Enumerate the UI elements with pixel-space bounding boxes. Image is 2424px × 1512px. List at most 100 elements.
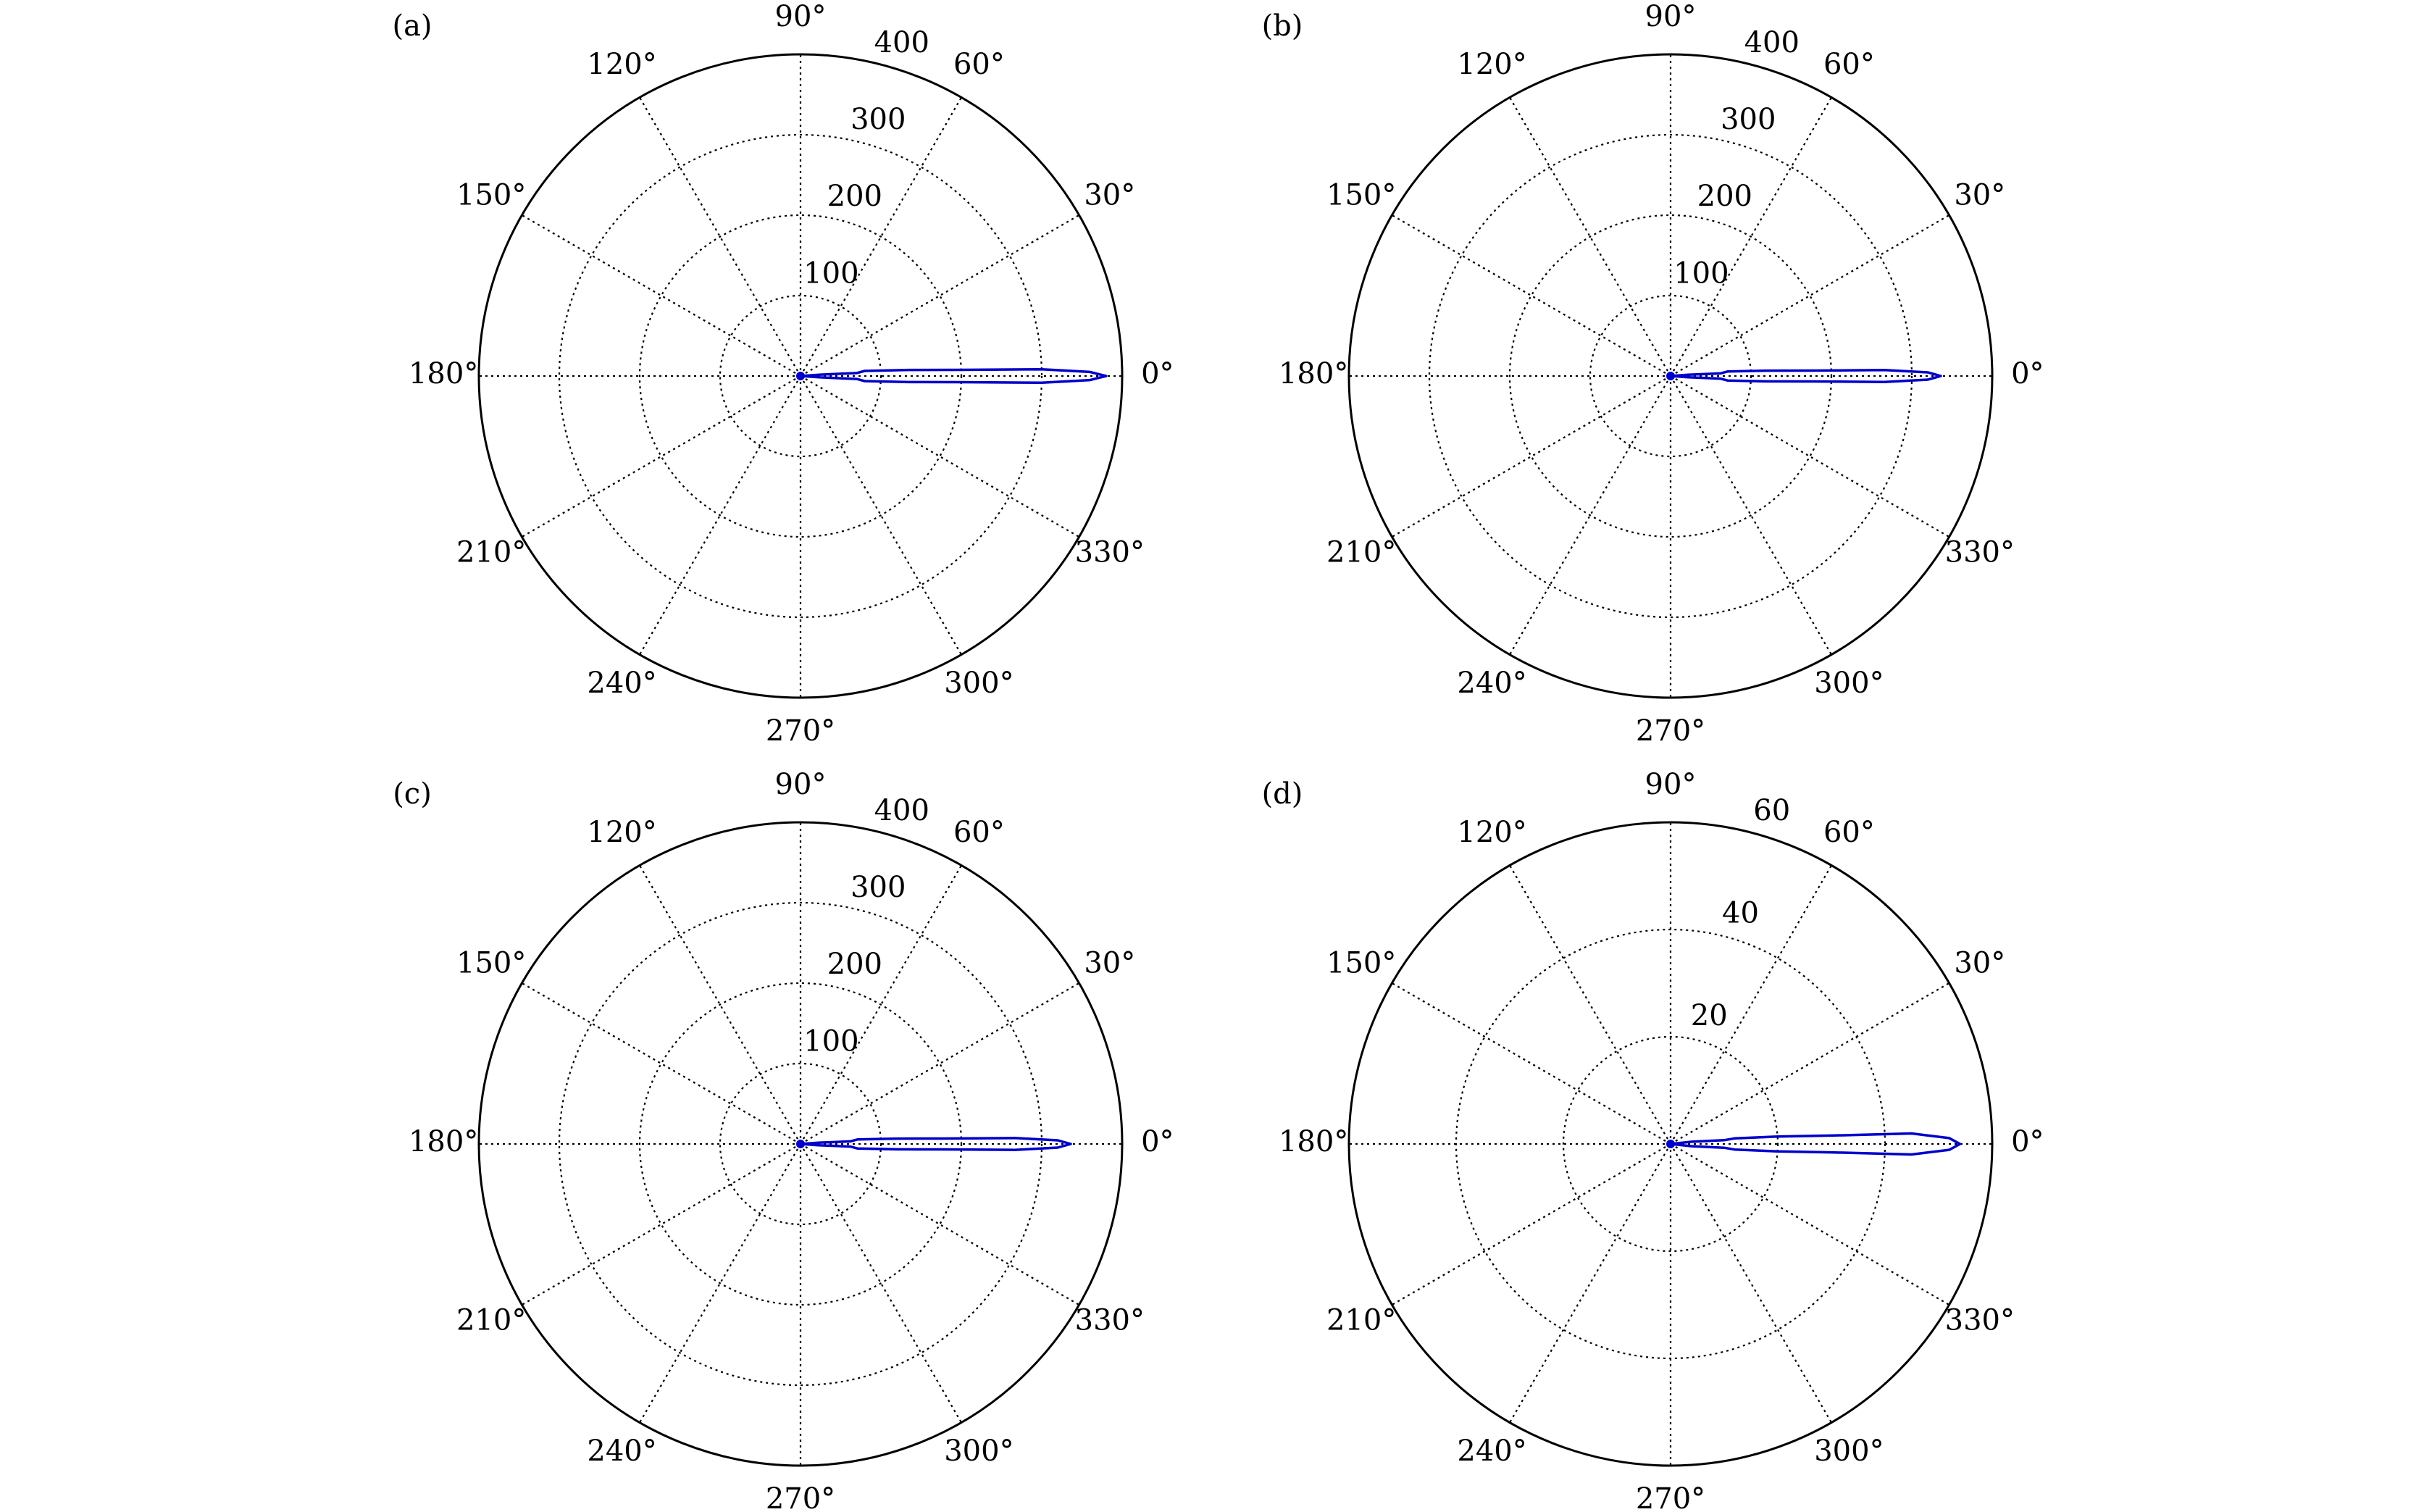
radial-grid-line	[558, 901, 1043, 1387]
radial-tick-label: 400	[874, 794, 929, 827]
angle-tick-label: 330°	[1075, 1303, 1145, 1337]
angle-tick-label: 120°	[587, 816, 656, 849]
outer-circle	[477, 53, 1124, 699]
center-dot	[1666, 1140, 1675, 1148]
radial-tick-label: 200	[827, 180, 882, 213]
angle-grid-line	[521, 375, 801, 538]
angle-tick-label: 270°	[1636, 1482, 1705, 1512]
angle-tick-label: 300°	[1814, 667, 1884, 700]
outer-circle	[1347, 53, 1994, 699]
radial-tick-label: 300	[851, 871, 906, 904]
angle-tick-label: 180°	[409, 357, 478, 390]
angle-tick-label: 180°	[409, 1125, 478, 1158]
radial-tick-label: 60	[1753, 794, 1790, 827]
angle-tick-label: 90°	[1645, 0, 1697, 33]
angle-tick-label: 240°	[1457, 667, 1526, 700]
angle-grid-line	[1670, 214, 1950, 377]
angle-tick-label: 300°	[1814, 1434, 1884, 1468]
angle-grid-line	[800, 982, 1080, 1145]
angle-tick-label: 120°	[1457, 48, 1526, 81]
radial-grid-line	[1428, 133, 1913, 619]
radial-grid-line	[1562, 1035, 1779, 1253]
angle-grid-line	[521, 982, 801, 1145]
angle-tick-label: 180°	[1279, 1125, 1348, 1158]
angle-grid-line	[639, 864, 801, 1145]
angle-tick-label: 90°	[775, 0, 827, 33]
angle-tick-label: 30°	[1954, 179, 2005, 212]
center-dot	[796, 372, 805, 380]
angle-grid-line	[1670, 375, 1832, 656]
data-line	[800, 1137, 1072, 1151]
angle-grid-line	[1670, 864, 1832, 1145]
angle-tick-label: 90°	[1645, 768, 1697, 801]
angle-tick-label: 60°	[953, 816, 1005, 849]
angle-grid-line	[639, 375, 801, 656]
angle-grid-line	[639, 96, 801, 377]
radial-tick-label: 400	[874, 26, 929, 59]
angle-tick-label: 240°	[587, 667, 656, 700]
angle-tick-label: 210°	[456, 1303, 526, 1337]
radial-grid-line	[719, 294, 882, 458]
radial-tick-label: 100	[803, 1024, 858, 1058]
angle-tick-label: 120°	[1457, 816, 1526, 849]
angle-grid-line	[1670, 375, 1950, 538]
angle-tick-label: 60°	[1823, 48, 1875, 81]
radial-tick-label: 200	[1697, 180, 1752, 213]
angle-tick-label: 210°	[1326, 535, 1396, 569]
angle-tick-label: 150°	[456, 947, 526, 980]
angle-grid-line	[521, 214, 801, 377]
angle-grid-line	[800, 864, 962, 1145]
radial-tick-label: 300	[851, 103, 906, 136]
outer-circle	[1347, 821, 1994, 1467]
data-line	[1670, 369, 1942, 383]
angle-tick-label: 150°	[1326, 947, 1396, 980]
angle-tick-label: 30°	[1084, 179, 1135, 212]
radial-tick-label: 40	[1722, 896, 1759, 930]
radial-grid-line	[558, 133, 1043, 619]
radial-tick-label: 400	[1744, 26, 1800, 59]
angle-tick-label: 60°	[1823, 816, 1875, 849]
angle-grid-line	[1391, 1143, 1671, 1306]
angle-tick-label: 300°	[944, 667, 1014, 700]
angle-tick-label: 210°	[456, 535, 526, 569]
angle-tick-label: 330°	[1945, 1303, 2015, 1337]
angle-tick-label: 0°	[2011, 357, 2044, 390]
radial-tick-label: 200	[827, 948, 882, 981]
angle-tick-label: 240°	[587, 1434, 656, 1468]
angle-grid-line	[1670, 1143, 1950, 1306]
angle-grid-line	[1670, 982, 1950, 1145]
angle-tick-label: 30°	[1084, 947, 1135, 980]
angle-tick-label: 0°	[1141, 357, 1174, 390]
radial-tick-label: 100	[1673, 256, 1729, 290]
angle-tick-label: 60°	[953, 48, 1005, 81]
radial-grid-line	[638, 982, 963, 1306]
angle-grid-line	[521, 1143, 801, 1306]
angle-grid-line	[1509, 864, 1671, 1145]
radial-tick-label: 20	[1691, 999, 1728, 1032]
angle-tick-label: 300°	[944, 1434, 1014, 1468]
angle-grid-line	[1391, 982, 1671, 1145]
angle-tick-label: 330°	[1945, 535, 2015, 569]
angle-grid-line	[800, 214, 1080, 377]
radial-tick-label: 300	[1721, 103, 1776, 136]
angle-grid-line	[1670, 96, 1832, 377]
angle-grid-line	[800, 1143, 962, 1424]
outer-circle	[477, 821, 1124, 1467]
radial-grid-line	[1589, 294, 1752, 458]
panel-label: (b)	[1262, 9, 1303, 43]
radial-grid-line	[1455, 928, 1886, 1360]
angle-tick-label: 330°	[1075, 535, 1145, 569]
angle-tick-label: 270°	[766, 1482, 835, 1512]
angle-tick-label: 120°	[587, 48, 656, 81]
angle-tick-label: 150°	[1326, 179, 1396, 212]
angle-tick-label: 270°	[766, 714, 835, 748]
angle-grid-line	[1670, 1143, 1832, 1424]
angle-grid-line	[800, 96, 962, 377]
angle-tick-label: 210°	[1326, 1303, 1396, 1337]
angle-grid-line	[800, 375, 962, 656]
data-line	[800, 367, 1108, 385]
radial-grid-line	[719, 1062, 882, 1226]
radial-tick-label: 100	[803, 256, 858, 290]
